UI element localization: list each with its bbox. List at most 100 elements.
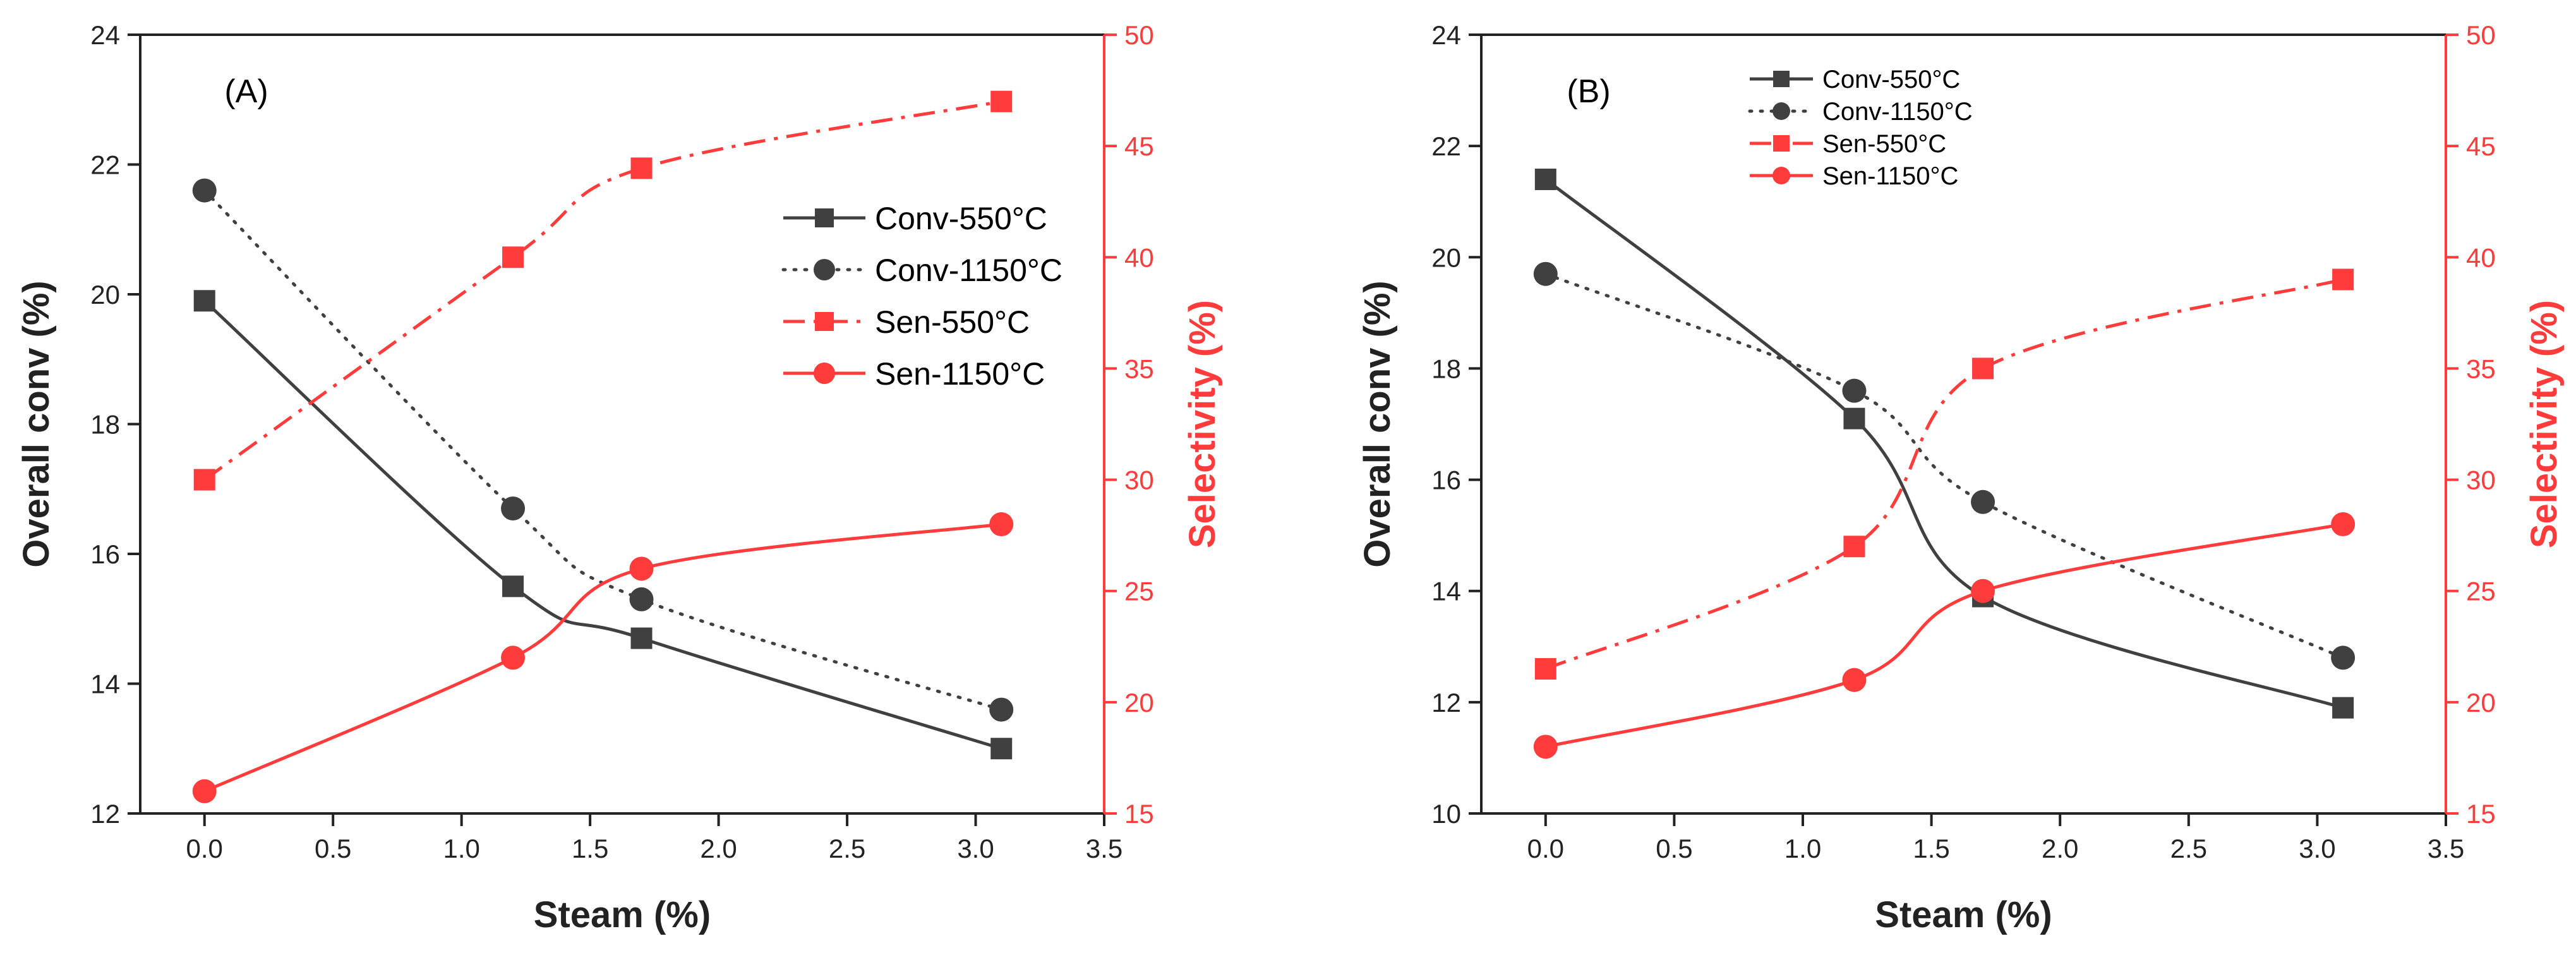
y2-tick-label: 15 — [1124, 799, 1154, 829]
series-line-4 — [1545, 522, 2344, 748]
panel-b: 0.0 0.5 1.0 1.5 2.0 2.5 3.0 3.5 10 12 14 16 18 20 22 24… — [1357, 20, 2565, 935]
data-point-circle — [1842, 668, 1867, 692]
data-point-circle — [2331, 512, 2356, 537]
y2-axis-title: Selectivity (%) — [2524, 300, 2565, 548]
x-tick-label: 2.5 — [829, 834, 865, 863]
data-point-circle — [629, 556, 654, 581]
x-tick-label: 2.0 — [2042, 834, 2078, 863]
y2-tick-label: 40 — [2466, 243, 2496, 272]
data-point-circle — [1533, 735, 1558, 759]
y-axis-title: Overall conv (%) — [1357, 280, 1398, 567]
series-line-4 — [203, 522, 1002, 793]
panel-label: (B) — [1567, 73, 1610, 110]
legend-entry-label: Sen-1150°C — [1822, 162, 1958, 190]
data-point-square — [2332, 697, 2354, 719]
data-point-circle — [1971, 579, 1995, 603]
x-tick-label: 1.5 — [572, 834, 608, 863]
data-point-square — [193, 290, 215, 312]
series-line-1 — [1544, 178, 2344, 710]
x-tick-label: 3.0 — [957, 834, 994, 863]
legend-entry-label: Conv-550°C — [875, 201, 1047, 236]
x-tick-label: 1.5 — [1913, 834, 1949, 863]
series-line-3 — [1544, 278, 2344, 671]
y2-tick-label: 35 — [1124, 354, 1154, 383]
y-tick-label: 12 — [90, 799, 120, 829]
panel-a: 0.0 0.5 1.0 1.5 2.0 2.5 3.0 3.5 12 14 16 18 20 22 24 15… — [16, 20, 1223, 935]
y-tick-label: 22 — [1431, 131, 1461, 161]
data-point-square — [990, 90, 1013, 112]
data-point-square — [990, 738, 1013, 760]
data-point-circle — [501, 645, 526, 670]
y2-tick-label: 35 — [2466, 354, 2496, 383]
y-tick-label: 10 — [1431, 799, 1461, 829]
y2-tick-label: 50 — [2466, 20, 2496, 50]
data-point-square — [2332, 268, 2354, 291]
legend-marker-circle — [814, 259, 835, 280]
x-tick-label: 3.5 — [1086, 834, 1122, 863]
y2-tick-label: 20 — [2466, 688, 2496, 717]
data-point-circle — [629, 587, 654, 611]
y-tick-label: 18 — [1431, 354, 1461, 383]
legend-entry-label: Conv-1150°C — [1822, 98, 1973, 126]
y2-tick-label: 45 — [2466, 131, 2496, 161]
data-point-square — [630, 627, 653, 649]
data-point-circle — [2331, 645, 2356, 670]
x-axis-title: Steam (%) — [534, 894, 711, 935]
series-line-3 — [203, 100, 1002, 481]
y-tick-label: 18 — [90, 410, 120, 440]
x-tick-label: 0.5 — [1656, 834, 1692, 863]
y2-tick-label: 25 — [2466, 577, 2496, 606]
x-tick-label: 3.0 — [2299, 834, 2335, 863]
data-point-square — [502, 246, 524, 268]
data-point-circle — [1842, 378, 1867, 403]
legend-marker-square — [1773, 135, 1790, 152]
x-tick-label: 0.5 — [315, 834, 351, 863]
data-point-square — [1843, 536, 1865, 558]
x-tick-label: 3.5 — [2428, 834, 2464, 863]
y2-tick-label: 30 — [1124, 465, 1154, 495]
legend-entry-label: Conv-550°C — [1822, 66, 1960, 93]
legend-marker-square — [1773, 71, 1790, 87]
y-tick-label: 16 — [1431, 465, 1461, 495]
y-tick-label: 24 — [90, 20, 120, 50]
x-tick-label: 2.0 — [700, 834, 737, 863]
y2-tick-label: 20 — [1124, 688, 1154, 717]
data-point-circle — [501, 496, 526, 521]
y-tick-label: 14 — [1431, 577, 1461, 606]
data-point-square — [630, 157, 653, 179]
y2-tick-label: 40 — [1124, 243, 1154, 272]
data-point-square — [1972, 357, 1994, 380]
y2-tick-label: 25 — [1124, 577, 1154, 606]
panel-label: (A) — [224, 73, 268, 110]
y-tick-label: 22 — [90, 150, 120, 180]
data-point-square — [193, 469, 215, 491]
y-tick-label: 16 — [90, 539, 120, 569]
legend-entry-label: Conv-1150°C — [875, 253, 1062, 288]
data-point-square — [502, 575, 524, 597]
y-tick-label: 24 — [1431, 20, 1461, 50]
y-tick-label: 14 — [90, 669, 120, 699]
data-point-circle — [1971, 489, 1995, 514]
y-tick-label: 12 — [1431, 688, 1461, 717]
data-point-circle — [192, 779, 217, 803]
data-point-circle — [192, 178, 217, 203]
legend-marker-square — [815, 312, 834, 331]
y2-tick-label: 15 — [2466, 799, 2496, 829]
data-point-square — [1534, 168, 1556, 190]
y-tick-label: 20 — [90, 280, 120, 309]
x-tick-label: 0.0 — [186, 834, 223, 863]
legend-marker-circle — [1773, 102, 1790, 120]
data-point-square — [1843, 407, 1865, 429]
x-tick-label: 0.0 — [1527, 834, 1564, 863]
legend-entry-label: Sen-550°C — [1822, 130, 1946, 158]
data-point-circle — [989, 512, 1014, 537]
legend-marker-circle — [814, 363, 835, 384]
y2-axis-title: Selectivity (%) — [1182, 300, 1223, 548]
x-tick-label: 1.0 — [1785, 834, 1821, 863]
y2-tick-label: 30 — [2466, 465, 2496, 495]
data-point-circle — [1533, 261, 1558, 286]
data-point-square — [1534, 658, 1556, 680]
x-axis-title: Steam (%) — [1875, 894, 2052, 935]
legend-marker-circle — [1773, 167, 1790, 184]
